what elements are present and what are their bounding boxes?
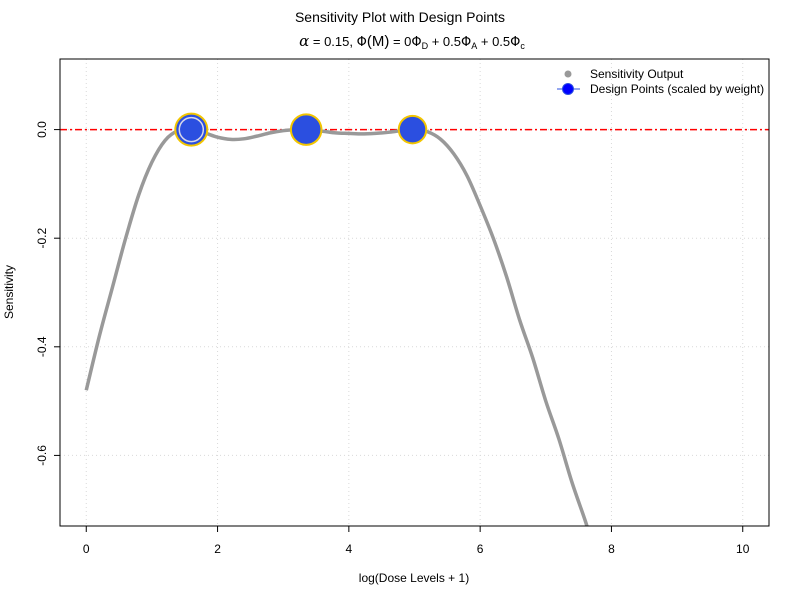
design-point (174, 112, 209, 147)
x-axis-ticks: 0 2 4 6 8 10 (83, 526, 750, 556)
subtitle-w-c: + 0.5 (477, 34, 510, 49)
plot-frame (59, 58, 770, 527)
y-axis-ticks: -0.6 -0.4 -0.2 0.0 (35, 121, 60, 466)
legend-sensitivity-marker (564, 70, 572, 78)
y-tick-label: 0.0 (35, 121, 49, 138)
chart-title: Sensitivity Plot with Design Points (295, 9, 505, 25)
design-point-ring (178, 116, 205, 143)
x-tick-label: 4 (346, 542, 353, 556)
legend: Sensitivity Output Design Points (scaled… (557, 67, 764, 96)
x-axis-label: log(Dose Levels + 1) (359, 571, 469, 585)
subtitle-alpha: α (299, 32, 309, 50)
subtitle-eq: = 0 (389, 34, 411, 49)
legend-design-marker (562, 83, 574, 95)
sensitivity-curve (84, 127, 589, 526)
subtitle-phi-a: Φ (461, 35, 471, 50)
x-tick-label: 10 (736, 542, 750, 556)
x-tick-label: 8 (608, 542, 615, 556)
x-tick-label: 6 (477, 542, 484, 556)
subtitle-sub-c: c (520, 41, 525, 51)
subtitle-w-a: + 0.5 (428, 34, 461, 49)
subtitle-m-arg: (M) (367, 33, 390, 50)
y-tick-label: -0.4 (35, 336, 49, 357)
y-tick-label: -0.2 (35, 228, 49, 249)
subtitle-phi-d: Φ (411, 35, 421, 50)
design-points-layer (174, 112, 428, 147)
series-layer (84, 127, 589, 526)
y-axis-label: Sensitivity (2, 265, 16, 319)
subtitle-phi-c: Φ (510, 35, 520, 50)
y-tick-label: -0.6 (35, 445, 49, 466)
x-tick-label: 0 (83, 542, 90, 556)
x-tick-label: 2 (214, 542, 221, 556)
subtitle-sub-a: A (471, 41, 477, 51)
design-point (289, 113, 323, 146)
legend-design-label: Design Points (scaled by weight) (590, 82, 764, 96)
subtitle-sub-d: D (422, 41, 429, 51)
design-point (397, 114, 428, 145)
chart-subtitle: α = 0.15, Φ(M) = 0ΦD + 0.5ΦA + 0.5Φc (299, 32, 525, 51)
legend-sensitivity-label: Sensitivity Output (590, 67, 684, 81)
subtitle-phi-m: Φ (357, 35, 367, 50)
subtitle-alpha-value: = 0.15, (309, 34, 356, 49)
